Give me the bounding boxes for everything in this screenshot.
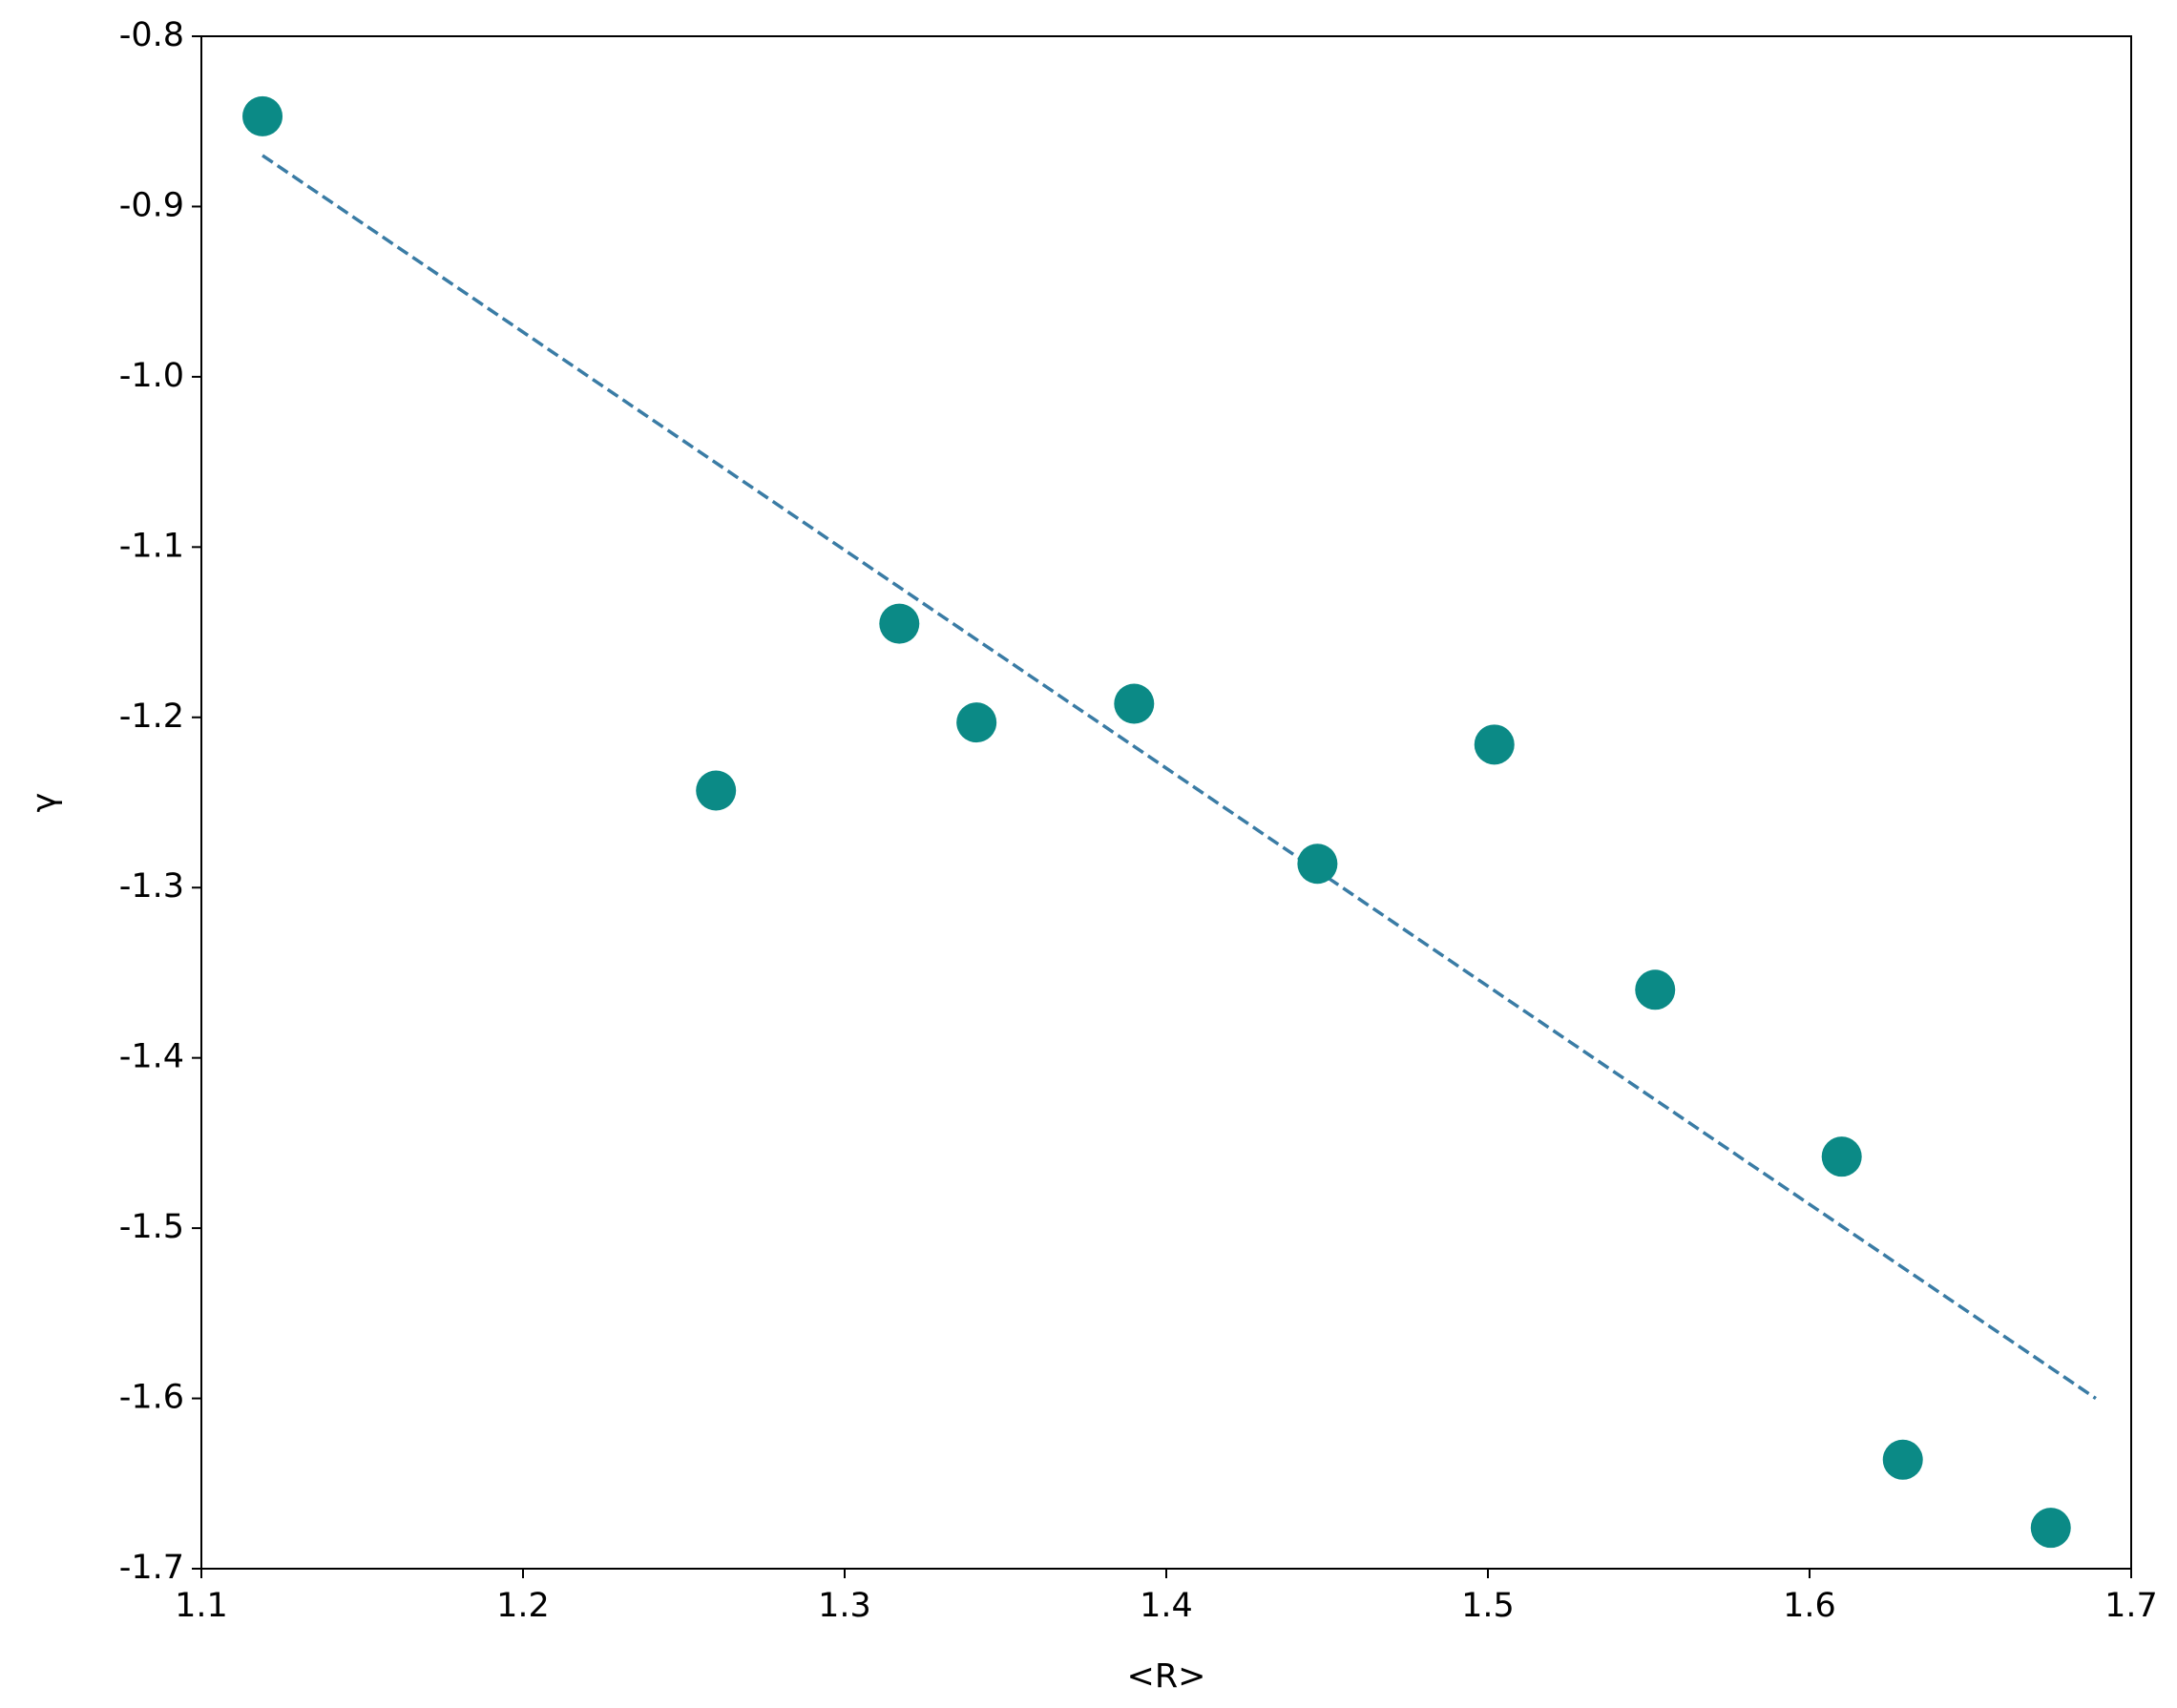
point xyxy=(1882,1439,1923,1480)
y-tick-label: -1.1 xyxy=(119,527,184,565)
y-tick-label: -1.4 xyxy=(119,1038,184,1076)
plot-frame xyxy=(200,35,2132,1570)
y-tick-label: -1.3 xyxy=(119,867,184,906)
x-tick-label: 1.2 xyxy=(496,1587,550,1625)
x-tick-label: 1.1 xyxy=(175,1587,228,1625)
x-tick-label: 1.7 xyxy=(2104,1587,2158,1625)
y-tick-label: -1.7 xyxy=(119,1549,184,1587)
point xyxy=(1821,1136,1862,1177)
point xyxy=(1474,724,1515,765)
x-tick-label: 1.4 xyxy=(1140,1587,1193,1625)
point xyxy=(1635,969,1676,1010)
y-tick-label: -0.9 xyxy=(119,186,184,224)
y-tick-label: -1.0 xyxy=(119,357,184,395)
point xyxy=(2030,1508,2071,1549)
x-tick-label: 1.6 xyxy=(1783,1587,1836,1625)
y-axis-label: γ xyxy=(26,793,64,813)
y-tick-label: -0.8 xyxy=(119,16,184,54)
point xyxy=(242,95,283,136)
point xyxy=(1297,844,1338,885)
x-tick-label: 1.5 xyxy=(1461,1587,1515,1625)
point xyxy=(1114,683,1155,724)
point xyxy=(696,770,737,811)
y-tick-label: -1.6 xyxy=(119,1379,184,1417)
y-tick-label: -1.2 xyxy=(119,698,184,736)
fit-line xyxy=(262,154,2097,1401)
y-tick-label: -1.5 xyxy=(119,1208,184,1246)
point xyxy=(956,702,997,743)
x-axis-label: <R> xyxy=(1127,1657,1206,1696)
x-tick-label: 1.3 xyxy=(818,1587,871,1625)
point xyxy=(879,603,920,644)
